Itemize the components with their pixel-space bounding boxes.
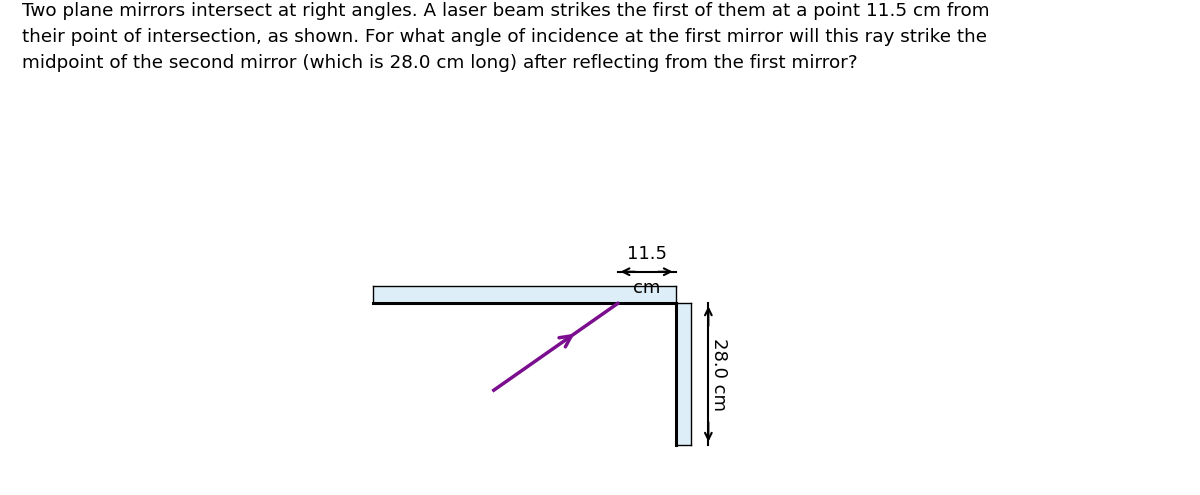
Bar (373, 286, 676, 303)
Bar (676, 303, 691, 445)
Text: 11.5: 11.5 (626, 245, 667, 263)
Text: Two plane mirrors intersect at right angles. A laser beam strikes the first of t: Two plane mirrors intersect at right ang… (22, 2, 989, 72)
Text: 28.0 cm: 28.0 cm (710, 338, 728, 410)
Text: cm: cm (632, 279, 660, 297)
